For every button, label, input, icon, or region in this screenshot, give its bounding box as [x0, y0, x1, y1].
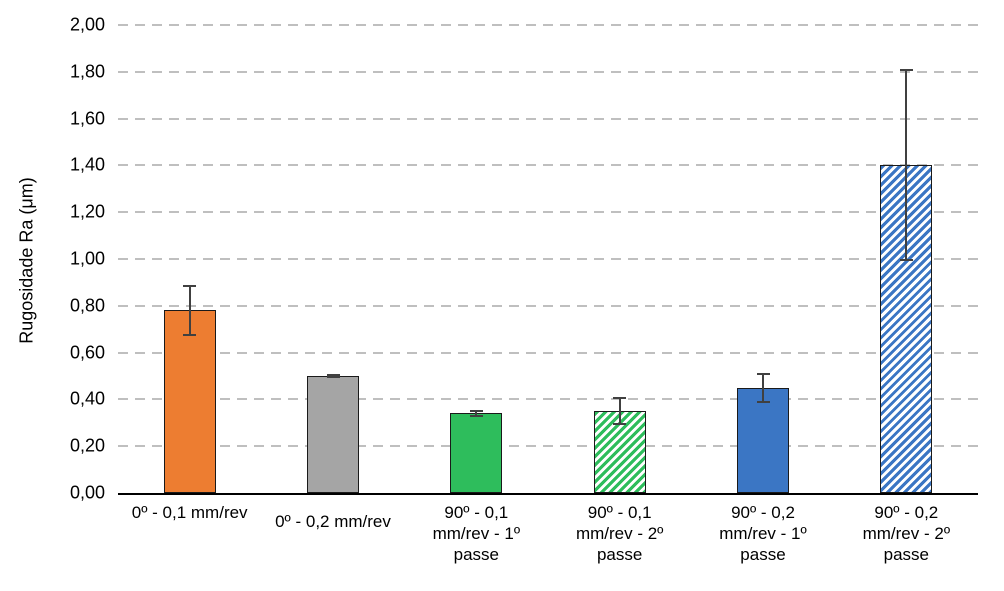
error-bar-cap-top: [326, 373, 340, 376]
y-tick-label: 1,60: [69, 108, 105, 129]
error-bar-stem: [188, 284, 191, 337]
error-bar-cap-top: [183, 284, 197, 287]
y-tick-label: 0,20: [69, 435, 105, 456]
error-bar-cap-bottom: [326, 376, 340, 379]
bar-5: [737, 387, 789, 493]
x-category-label-5: 90º - 0,2 mm/rev - 1º passe: [719, 503, 807, 564]
gridline: [118, 164, 978, 167]
x-category-label-3: 90º - 0,1 mm/rev - 1º passe: [432, 503, 521, 564]
error-bar-cap-top: [469, 409, 483, 412]
error-bar-cap-top: [613, 397, 627, 400]
error-bar-6: [899, 69, 913, 262]
y-tick-label: 0,40: [69, 388, 105, 409]
error-bar-cap-bottom: [899, 259, 913, 262]
plot-area: [118, 24, 978, 495]
gridline: [118, 211, 978, 214]
error-bar-cap-bottom: [613, 423, 627, 426]
error-bar-1: [183, 284, 197, 337]
x-category-label-2: 0º - 0,2 mm/rev: [275, 512, 391, 531]
y-tick-label: 0,60: [69, 342, 105, 363]
y-tick-label: 0,80: [69, 295, 105, 316]
gridline: [118, 398, 978, 401]
error-bar-cap-top: [899, 69, 913, 72]
gridline: [118, 258, 978, 260]
gridline: [118, 70, 978, 73]
y-tick-label: 1,80: [69, 61, 105, 82]
bar-3: [450, 413, 503, 493]
bar-2: [307, 376, 359, 493]
error-bar-stem: [618, 397, 621, 426]
y-tick-label: 1,00: [69, 248, 105, 269]
bar-1: [163, 310, 216, 493]
error-bar-cap-bottom: [183, 334, 197, 337]
error-bar-cap-bottom: [469, 414, 483, 417]
error-bar-stem: [762, 372, 764, 403]
y-tick-label: 0,00: [69, 482, 105, 503]
x-category-label-4: 90º - 0,1 mm/rev - 2º passe: [575, 503, 664, 564]
gridline: [118, 117, 978, 120]
y-tick-label: 1,20: [69, 201, 105, 222]
error-bar-3: [469, 409, 483, 417]
error-bar-cap-top: [756, 372, 770, 375]
error-bar-4: [613, 397, 627, 426]
y-tick-label: 1,40: [69, 154, 105, 175]
x-category-label-1: 0º - 0,1 mm/rev: [131, 503, 248, 522]
gridline: [118, 304, 978, 307]
gridline: [118, 24, 978, 26]
x-category-label-6: 90º - 0,2 mm/rev - 2º passe: [862, 503, 951, 564]
gridline: [118, 445, 978, 448]
error-bar-stem: [332, 373, 334, 379]
y-tick-label: 2,00: [69, 14, 105, 35]
error-bar-cap-bottom: [756, 400, 770, 403]
error-bar-2: [326, 373, 340, 379]
error-bar-stem: [475, 409, 478, 417]
error-bar-5: [756, 372, 770, 403]
gridline: [118, 351, 978, 354]
error-bar-stem: [905, 69, 908, 262]
